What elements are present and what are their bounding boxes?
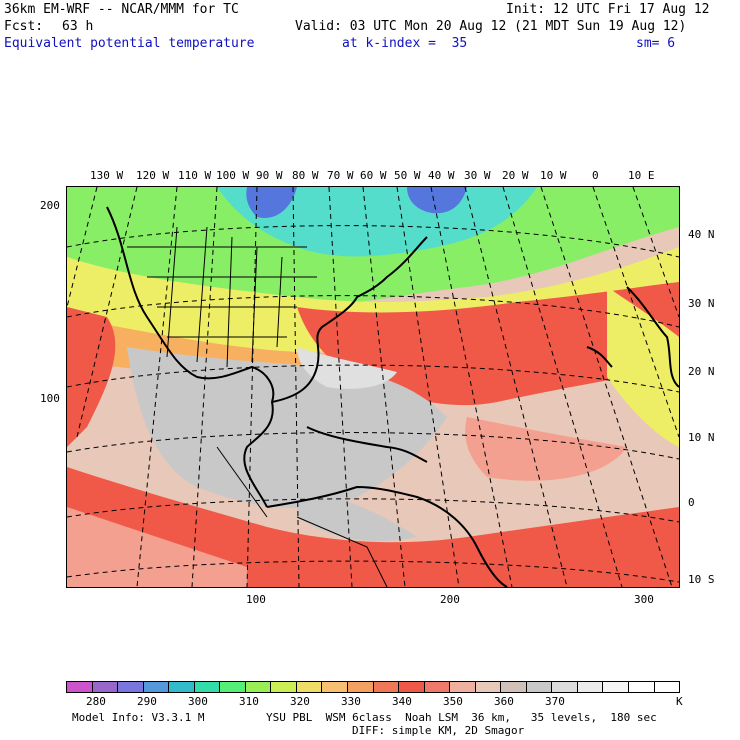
grid-y-label: 200 <box>40 199 60 212</box>
colorbar-swatch <box>322 682 349 692</box>
colorbar-swatch <box>424 682 451 692</box>
model-info: Model Info: V3.3.1 M <box>72 711 205 724</box>
colorbar-swatch <box>450 682 476 692</box>
field-name: Equivalent potential temperature <box>4 36 255 51</box>
colorbar-swatch <box>552 682 578 692</box>
lon-label: 60 W <box>360 169 387 182</box>
colorbar-swatch <box>501 682 527 692</box>
lon-label: 10 E <box>628 169 655 182</box>
valid-time: Valid: 03 UTC Mon 20 Aug 12 (21 MDT Sun … <box>295 19 687 34</box>
lat-label: 10 S <box>688 573 715 586</box>
colorbar-label: 290 <box>137 695 157 708</box>
colorbar-swatch <box>118 682 144 692</box>
political-borders <box>127 226 388 587</box>
field-salmon-sw <box>67 507 247 587</box>
colorbar-swatch <box>296 682 323 692</box>
lon-label: 90 W <box>256 169 283 182</box>
colorbar-swatch <box>245 682 272 692</box>
colorbar-swatch <box>475 682 502 692</box>
lat-label: 40 N <box>688 228 715 241</box>
field-yellow-band <box>67 247 679 358</box>
colorbar-swatch <box>271 682 297 692</box>
field-salmon-east <box>465 417 627 481</box>
lon-label: 40 W <box>428 169 455 182</box>
lon-label: 100 W <box>216 169 250 182</box>
colorbar-swatch <box>169 682 195 692</box>
colorbar-unit: K <box>676 695 683 708</box>
colorbar-swatch <box>92 682 119 692</box>
lon-label: 120 W <box>136 169 170 182</box>
colorbar-label: 350 <box>443 695 463 708</box>
theta-e-map <box>66 186 680 588</box>
grid-x-label: 100 <box>246 593 266 606</box>
physics-info: YSU PBL WSM 6class Noah LSM 36 km, 35 le… <box>266 711 657 724</box>
init-time: Init: 12 UTC Fri 17 Aug 12 <box>506 2 710 17</box>
model-title: 36km EM-WRF -- NCAR/MMM for TC <box>4 2 239 17</box>
smoothing-info: sm= 6 <box>636 36 676 51</box>
level-info: at k-index = 35 <box>342 36 468 51</box>
field-lightgray-patch <box>297 347 397 389</box>
lon-label: 80 W <box>292 169 319 182</box>
field-africa-yellow <box>607 287 679 447</box>
field-red-south <box>67 467 679 587</box>
lat-label: 0 <box>688 496 695 509</box>
colorbar-label: 310 <box>239 695 259 708</box>
grid-y-label: 100 <box>40 392 60 405</box>
lat-label: 30 N <box>688 297 715 310</box>
forecast-hour: 63 h <box>62 19 94 34</box>
lon-label: 130 W <box>90 169 124 182</box>
grid-x-label: 300 <box>634 593 654 606</box>
colorbar-swatch <box>654 682 680 692</box>
lon-label: 10 W <box>540 169 567 182</box>
colorbar-swatch <box>577 682 604 692</box>
forecast-label: Fcst: <box>4 19 44 34</box>
lon-label: 20 W <box>502 169 529 182</box>
colorbar-swatch <box>194 682 221 692</box>
colorbar-swatch <box>399 682 425 692</box>
grid-x-label: 200 <box>440 593 460 606</box>
colorbar-swatch <box>603 682 630 692</box>
colorbar-label: 370 <box>545 695 565 708</box>
colorbar-label: 320 <box>290 695 310 708</box>
colorbar-label: 360 <box>494 695 514 708</box>
colorbar-swatch <box>67 682 93 692</box>
colorbar-label: 340 <box>392 695 412 708</box>
colorbar-swatch <box>220 682 246 692</box>
diffusion-info: DIFF: simple KM, 2D Smagor <box>352 724 525 737</box>
lat-label: 20 N <box>688 365 715 378</box>
colorbar-swatch <box>373 682 400 692</box>
colorbar-swatch <box>629 682 655 692</box>
field-red-west <box>67 307 116 447</box>
lon-label: 30 W <box>464 169 491 182</box>
colorbar-label: 280 <box>86 695 106 708</box>
colorbar-swatch <box>143 682 170 692</box>
colorbar <box>66 681 680 693</box>
lat-label: 10 N <box>688 431 715 444</box>
colorbar-label: 330 <box>341 695 361 708</box>
lon-label: 70 W <box>327 169 354 182</box>
lon-label: 110 W <box>178 169 212 182</box>
coastlines <box>106 206 679 587</box>
field-cold-core-east <box>407 187 467 214</box>
field-cold-core-west <box>246 187 297 218</box>
lon-label: 0 <box>592 169 599 182</box>
colorbar-swatch <box>526 682 553 692</box>
field-gray-south <box>297 487 417 541</box>
colorbar-label: 300 <box>188 695 208 708</box>
lon-label: 50 W <box>394 169 421 182</box>
colorbar-swatch <box>348 682 374 692</box>
graticule <box>67 187 679 587</box>
